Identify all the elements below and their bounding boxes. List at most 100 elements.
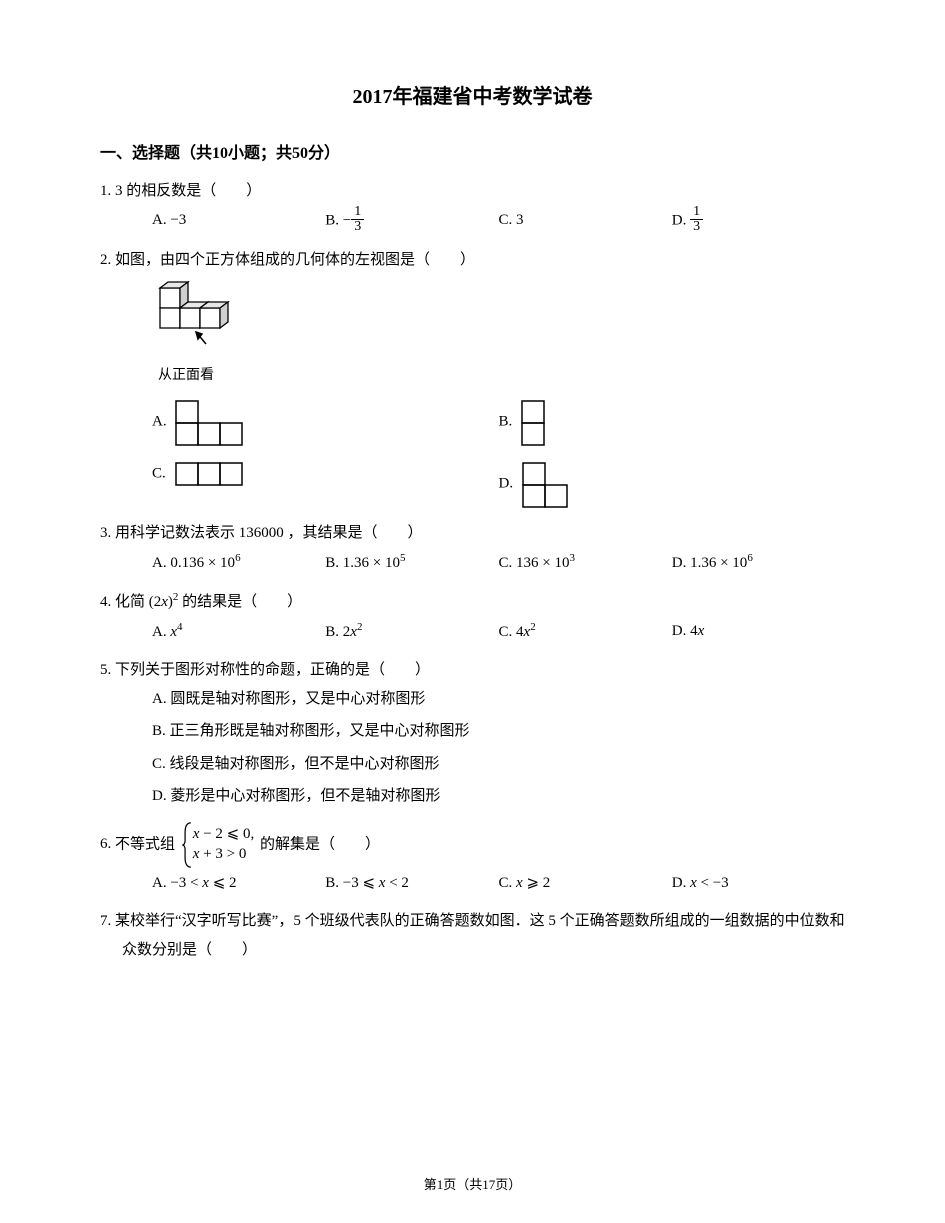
q3-d-pre: 1.36 × 10 — [690, 555, 747, 571]
question-6: 6. 不等式组 x − 2 ⩽ 0, x + 3 > 0 的解集是（ ） A. … — [100, 821, 845, 898]
q5-choice-d: D. 菱形是中心对称图形，但不是轴对称图形 — [152, 782, 845, 811]
q6-b-pre: −3 ⩽ — [343, 875, 379, 891]
q2-stem-figure: 从正面看 — [122, 274, 845, 397]
q1-b-frac: 13 — [351, 205, 364, 235]
q2-d-label: D. — [499, 476, 514, 492]
q1-choice-b: B. −13 — [325, 206, 498, 236]
question-5: 5. 下列关于图形对称性的命题，正确的是（ ） A. 圆既是轴对称图形，又是中心… — [100, 656, 845, 811]
q4-c-sup: 2 — [530, 621, 536, 633]
q2-choice-c: C. — [152, 459, 499, 509]
q2-row1: A. B. — [122, 397, 845, 447]
q4-stem-post: 的结果是（ ） — [178, 594, 302, 610]
q3-choices: A. 0.136 × 106 B. 1.36 × 105 C. 136 × 10… — [122, 548, 845, 578]
q3-choice-d: D. 1.36 × 106 — [672, 548, 845, 578]
q2-b-icon — [516, 397, 556, 447]
q2-row2: C. D. — [122, 459, 845, 509]
q1-d-num: 1 — [690, 205, 703, 221]
q3-choice-a: A. 0.136 × 106 — [152, 548, 325, 578]
q5-number: 5. — [100, 662, 111, 678]
section-header: 一、选择题（共10小题；共50分） — [100, 139, 845, 163]
q1-number: 1. — [100, 183, 111, 199]
exam-title: 2017年福建省中考数学试卷 — [100, 80, 845, 109]
q2-choice-d: D. — [499, 459, 846, 509]
q1-stem: 3 的相反数是（ ） — [111, 183, 261, 199]
q6-c-post: ⩾ 2 — [523, 875, 551, 891]
q3-number: 3. — [100, 525, 111, 541]
question-1: 1. 3 的相反数是（ ） A. −3 B. −13 C. 3 D. 13 — [100, 177, 845, 236]
q6-choice-a: A. −3 < x ⩽ 2 — [152, 869, 325, 898]
q4-a-x: x — [170, 624, 177, 640]
q2-number: 2. — [100, 252, 111, 268]
q5-choices: A. 圆既是轴对称图形，又是中心对称图形 B. 正三角形既是轴对称图形，又是中心… — [122, 685, 845, 811]
q2-d-icon — [517, 459, 577, 509]
q4-choice-b: B. 2x2 — [325, 617, 498, 647]
q3-c-sup: 3 — [569, 552, 575, 564]
q7-number: 7. — [100, 913, 111, 929]
q5-choice-a: A. 圆既是轴对称图形，又是中心对称图形 — [152, 685, 845, 714]
q3-a-sup: 6 — [235, 552, 241, 564]
q3-a-pre: 0.136 × 10 — [170, 555, 235, 571]
q6-c-x: x — [516, 875, 523, 891]
q6-d-post: < −3 — [697, 875, 729, 891]
q6-number: 6. — [100, 836, 111, 852]
q2-a-icon — [170, 397, 250, 447]
q2-b-label: B. — [499, 414, 513, 430]
q3-d-sup: 6 — [747, 552, 753, 564]
q5-choice-b: B. 正三角形既是轴对称图形，又是中心对称图形 — [152, 717, 845, 746]
q3-b-sup: 5 — [400, 552, 406, 564]
q7-stem: 某校举行“汉字听写比赛”，5 个班级代表队的正确答题数如图．这 5 个正确答题数… — [111, 913, 844, 958]
q4-b-sup: 2 — [357, 621, 363, 633]
q3-b-pre: 1.36 × 10 — [343, 555, 400, 571]
q3-stem: 用科学记数法表示 136000 ，其结果是（ ） — [111, 525, 422, 541]
q4-choice-a: A. x4 — [152, 617, 325, 647]
q6-choice-b: B. −3 ⩽ x < 2 — [325, 869, 498, 898]
q6-choice-d: D. x < −3 — [672, 869, 845, 898]
q4-stem-x: x — [161, 594, 168, 610]
page-footer: 第1页（共17页） — [0, 1174, 945, 1193]
q6-a-x: x — [202, 875, 209, 891]
exam-page: 2017年福建省中考数学试卷 一、选择题（共10小题；共50分） 1. 3 的相… — [0, 0, 945, 1223]
q6-cases: x − 2 ⩽ 0, x + 3 > 0 — [181, 821, 254, 869]
q4-choices: A. x4 B. 2x2 C. 4x2 D. 4x — [122, 617, 845, 647]
q6-stem-post: 的解集是（ ） — [260, 836, 380, 852]
q2-choice-b: B. — [499, 397, 846, 447]
q2-choice-a: A. — [152, 397, 499, 447]
q1-a-text: −3 — [170, 212, 186, 228]
q4-d-x: x — [698, 623, 705, 639]
left-brace-icon — [181, 821, 193, 869]
q2-a-label: A. — [152, 414, 167, 430]
q1-c-text: 3 — [516, 212, 524, 228]
q3-choice-c: C. 136 × 103 — [499, 548, 672, 578]
q4-choice-d: D. 4x — [672, 617, 845, 647]
question-3: 3. 用科学记数法表示 136000 ，其结果是（ ） A. 0.136 × 1… — [100, 519, 845, 577]
question-7: 7. 某校举行“汉字听写比赛”，5 个班级代表队的正确答题数如图．这 5 个正确… — [100, 907, 845, 964]
q6-stem-pre: 不等式组 — [111, 836, 179, 852]
q6-a-pre: −3 < — [170, 875, 202, 891]
q1-b-num: 1 — [351, 205, 364, 221]
q6-d-x: x — [690, 875, 697, 891]
question-2: 2. 如图，由四个正方体组成的几何体的左视图是（ ） — [100, 246, 845, 510]
q1-choice-d: D. 13 — [672, 206, 845, 236]
q3-c-pre: 136 × 10 — [516, 555, 569, 571]
q6-b-post: < 2 — [385, 875, 408, 891]
q3-choice-b: B. 1.36 × 105 — [325, 548, 498, 578]
q4-a-sup: 4 — [177, 621, 183, 633]
q6-a-post: ⩽ 2 — [209, 875, 237, 891]
q5-stem: 下列关于图形对称性的命题，正确的是（ ） — [111, 662, 430, 678]
q4-c-pre: 4 — [516, 624, 524, 640]
q1-d-frac: 13 — [690, 205, 703, 235]
q1-d-den: 3 — [690, 220, 703, 235]
q2-cubes-icon — [152, 280, 262, 348]
q4-stem-pre: 化简 (2 — [111, 594, 161, 610]
q1-choice-a: A. −3 — [152, 206, 325, 236]
q2-front-label: 从正面看 — [158, 363, 845, 390]
q6-c2: + 3 > 0 — [199, 846, 246, 862]
question-4: 4. 化简 (2x)2 的结果是（ ） A. x4 B. 2x2 C. 4x2 … — [100, 587, 845, 646]
q6-choice-c: C. x ⩾ 2 — [499, 869, 672, 898]
q6-cases-lines: x − 2 ⩽ 0, x + 3 > 0 — [193, 825, 254, 864]
q5-choice-c: C. 线段是轴对称图形，但不是中心对称图形 — [152, 750, 845, 779]
q1-choice-c: C. 3 — [499, 206, 672, 236]
q1-b-den: 3 — [351, 220, 364, 235]
q1-b-pre: − — [343, 212, 351, 228]
q2-stem: 如图，由四个正方体组成的几何体的左视图是（ ） — [111, 252, 475, 268]
